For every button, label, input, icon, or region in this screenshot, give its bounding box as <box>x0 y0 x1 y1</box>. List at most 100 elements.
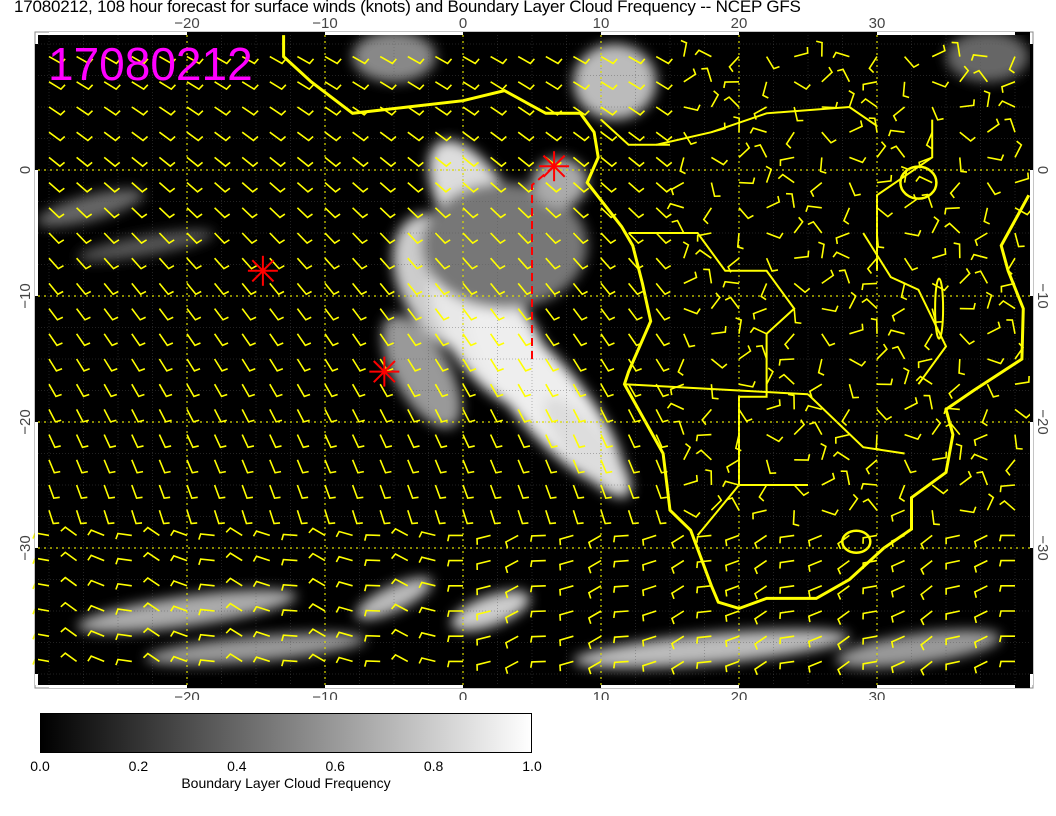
wind-barb <box>821 66 834 83</box>
wind-barb <box>225 652 243 663</box>
wind-barb <box>931 484 949 495</box>
wind-barb <box>848 383 860 399</box>
wind-barb <box>489 308 505 321</box>
wind-barb <box>213 282 230 296</box>
wind-barb <box>158 181 176 193</box>
wind-barb <box>158 459 171 474</box>
wind-barb <box>252 656 271 663</box>
cloud-region <box>532 157 588 208</box>
wind-barb <box>627 282 644 296</box>
wind-barb <box>186 131 204 142</box>
wind-barb <box>351 358 366 372</box>
wind-barb <box>998 534 1015 542</box>
wind-barb <box>158 232 175 245</box>
wind-barb <box>683 271 698 285</box>
wind-barb <box>673 420 685 435</box>
wind-barb <box>765 367 774 385</box>
wind-barb <box>103 383 118 398</box>
wind-barb <box>807 660 823 673</box>
wind-barb <box>613 585 629 593</box>
wind-barb <box>296 81 315 91</box>
wind-barb <box>269 106 287 116</box>
wind-barb <box>749 326 767 335</box>
wind-barb <box>807 559 823 572</box>
wind-barb <box>352 55 370 65</box>
wind-barb <box>489 509 501 525</box>
wind-barb <box>890 509 905 522</box>
wind-barb <box>115 557 132 565</box>
wind-barb <box>225 552 243 562</box>
frame-tick <box>1030 296 1033 422</box>
wind-barb <box>186 308 202 321</box>
wind-barb <box>785 131 795 149</box>
wind-barb <box>970 453 988 461</box>
wind-barb <box>976 471 989 486</box>
wind-barb <box>214 207 231 219</box>
wind-barb <box>103 333 118 347</box>
wind-barb <box>269 358 284 372</box>
wind-barb <box>973 610 988 624</box>
wind-barb <box>352 106 370 116</box>
wind-barb <box>849 323 864 335</box>
wind-barb <box>986 118 1000 133</box>
wind-barb <box>949 182 961 199</box>
wind-barb <box>418 631 436 639</box>
wind-barb <box>297 55 315 65</box>
wind-barb <box>87 604 105 612</box>
wind-barb <box>476 559 491 571</box>
frame-tick <box>739 685 877 688</box>
wind-barb <box>793 216 804 234</box>
wind-barb <box>738 345 752 360</box>
wind-barb <box>517 257 534 270</box>
wind-barb <box>696 232 712 242</box>
wind-barb <box>959 333 975 346</box>
wind-barb <box>517 282 533 296</box>
wind-barb <box>1014 375 1030 385</box>
wind-barb <box>170 630 188 637</box>
wind-barb <box>766 195 781 209</box>
wind-barb <box>462 181 479 193</box>
wind-barb <box>758 484 768 502</box>
wind-barb <box>241 232 258 245</box>
wind-barb <box>1005 459 1016 476</box>
wind-barb <box>627 509 639 525</box>
wind-barb <box>407 409 421 423</box>
wind-barb <box>324 81 342 91</box>
wind-barb <box>613 559 629 568</box>
wind-barb <box>308 552 326 562</box>
wind-barb <box>462 232 479 245</box>
wind-barb <box>407 459 420 474</box>
wind-barb <box>655 232 672 245</box>
wind-barb <box>241 459 254 474</box>
wind-barb <box>711 122 726 133</box>
wind-barb <box>903 56 920 69</box>
wind-barb <box>945 559 960 570</box>
wind-barb <box>407 484 419 500</box>
wind-barb <box>890 660 905 674</box>
wind-barb <box>670 585 685 600</box>
frame-tick <box>35 674 38 685</box>
wind-barb <box>628 257 644 270</box>
wind-barb <box>702 207 713 225</box>
asterisk-stroke <box>373 360 396 383</box>
wind-barb <box>517 434 531 449</box>
wind-barb <box>600 282 616 296</box>
wind-barb <box>918 156 933 169</box>
wind-barb <box>489 434 503 449</box>
wind-barb <box>269 55 287 65</box>
wind-barb <box>671 219 685 234</box>
wind-barb <box>766 399 781 411</box>
wind-barb <box>75 459 88 474</box>
wind-barb <box>48 459 61 474</box>
wind-barb <box>944 222 961 234</box>
wind-barb <box>131 333 146 347</box>
wind-barb <box>670 610 685 625</box>
wind-barb <box>627 333 643 347</box>
wind-barb <box>572 131 590 142</box>
wind-barb <box>694 49 712 58</box>
wind-barb <box>953 242 961 259</box>
wind-barb <box>379 257 396 270</box>
wind-barb <box>462 282 478 296</box>
wind-barb <box>170 655 188 663</box>
wind-barb <box>76 81 94 91</box>
